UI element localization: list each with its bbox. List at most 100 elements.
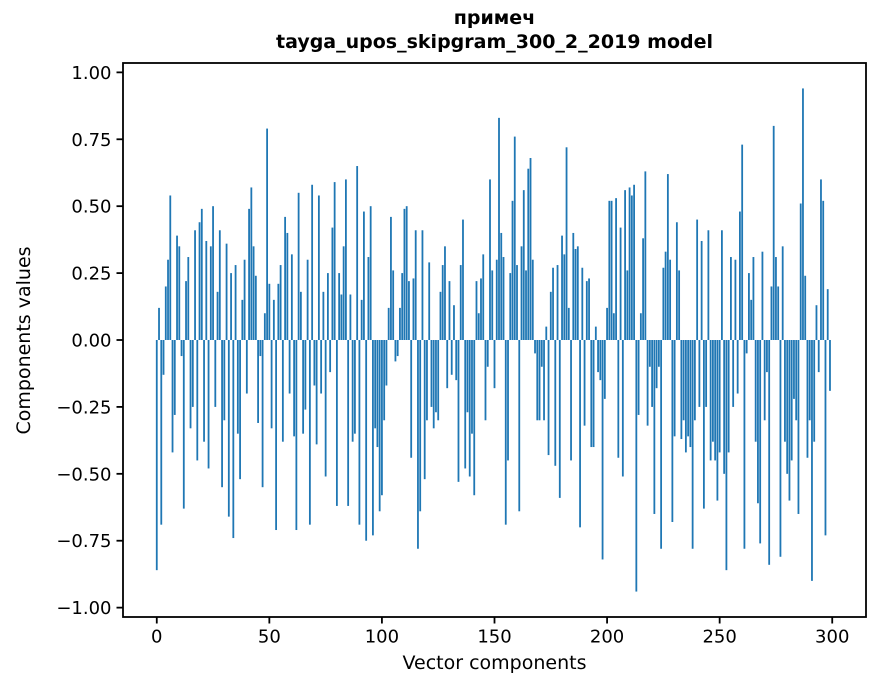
bar (381, 340, 383, 496)
bar (185, 281, 187, 340)
bar (180, 340, 183, 357)
bar (326, 273, 329, 340)
bar (426, 340, 428, 421)
bar (446, 340, 449, 389)
bar (363, 211, 365, 340)
bar (227, 340, 230, 517)
chart-title-line1: примеч (454, 7, 536, 29)
bar (653, 340, 656, 514)
y-tick-label: 1.00 (71, 63, 111, 84)
bar (259, 340, 262, 357)
bar (671, 340, 674, 522)
bar (630, 195, 633, 340)
bar (633, 184, 635, 340)
bar (254, 275, 257, 340)
bar (286, 232, 289, 340)
bar (385, 340, 388, 386)
bar (561, 235, 563, 340)
bar (212, 206, 214, 340)
x-tick-label: 250 (702, 627, 736, 648)
y-axis-ticks: 1.00 0.75 0.50 0.25 0.00 −0.25 −0.50 −0.75 −1.00 (56, 63, 123, 619)
bar (173, 340, 176, 415)
bar (678, 270, 681, 340)
bar (322, 291, 325, 340)
bar (520, 246, 523, 340)
bar (500, 232, 503, 340)
bar (806, 340, 809, 458)
bar (308, 340, 311, 525)
bar (779, 340, 782, 557)
bar (383, 340, 386, 421)
bar (414, 230, 417, 340)
bar (448, 281, 451, 340)
bar (432, 340, 435, 429)
bar (522, 190, 525, 340)
bar (498, 117, 500, 340)
bar (390, 216, 392, 340)
bar (725, 340, 728, 571)
bar (299, 291, 302, 340)
bar (572, 232, 575, 340)
bar (462, 219, 464, 340)
bar (417, 340, 419, 549)
bar (651, 340, 654, 407)
bar (216, 291, 219, 340)
bar (612, 313, 615, 340)
bar (203, 340, 205, 442)
bar (617, 340, 620, 458)
bar (480, 278, 482, 340)
bar (547, 340, 550, 456)
bar (248, 208, 250, 340)
bar (279, 265, 282, 340)
bar (603, 340, 606, 399)
bar (608, 200, 611, 340)
bar (511, 200, 514, 340)
bar (466, 340, 469, 413)
y-tick-label: 0.25 (71, 264, 111, 285)
x-tick-label: 0 (151, 627, 162, 648)
bar (669, 259, 672, 340)
bar (250, 187, 253, 340)
bar (583, 340, 586, 426)
bar (790, 340, 793, 461)
bar (387, 307, 390, 340)
bar (824, 340, 827, 536)
bar (241, 299, 244, 340)
y-axis-label: Components values (13, 246, 35, 434)
bar (804, 275, 807, 340)
bar (691, 340, 694, 549)
bar (423, 340, 426, 480)
bar (712, 340, 714, 442)
bar (597, 340, 599, 373)
bar (770, 286, 773, 340)
bar (786, 340, 789, 474)
bar (527, 168, 530, 340)
bar (495, 259, 498, 340)
bar (761, 251, 764, 340)
bar (191, 340, 194, 407)
bar (504, 340, 507, 525)
bar (507, 340, 509, 461)
bar (218, 230, 221, 340)
bar (615, 198, 617, 340)
bar (412, 278, 415, 340)
bars-group (155, 88, 831, 592)
bar (270, 340, 273, 429)
bar (619, 227, 622, 340)
bar (675, 222, 678, 340)
bar (419, 340, 422, 512)
x-tick-label: 150 (477, 627, 511, 648)
bar (558, 340, 561, 498)
bar (563, 254, 566, 340)
bar (687, 340, 690, 437)
bar (482, 254, 485, 340)
bar (525, 270, 527, 340)
bar (378, 340, 381, 512)
x-tick-label: 50 (258, 627, 281, 648)
bar (477, 313, 480, 340)
bar (198, 222, 201, 340)
bar (802, 88, 804, 341)
bar (662, 267, 665, 340)
bar (657, 340, 660, 367)
bar (516, 265, 518, 340)
